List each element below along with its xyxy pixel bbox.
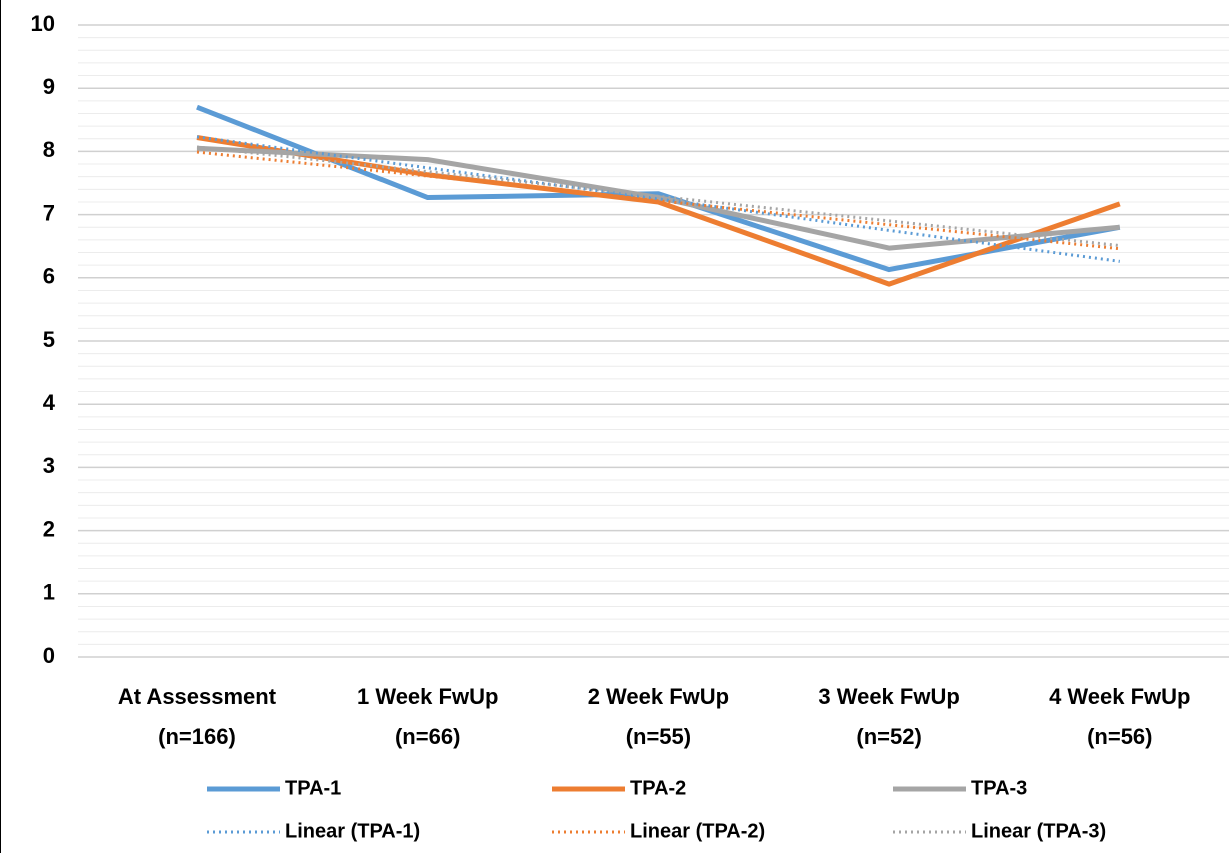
x-tick-label: 1 Week FwUp — [357, 684, 498, 709]
legend-label: TPA-2 — [630, 777, 686, 799]
x-tick-label: At Assessment — [118, 684, 277, 709]
y-tick-label: 4 — [43, 390, 56, 415]
y-tick-label: 1 — [43, 580, 55, 605]
y-tick-label: 2 — [43, 516, 55, 541]
y-tick-label: 5 — [43, 327, 55, 352]
x-tick-label: (n=166) — [158, 724, 236, 749]
x-tick-label: 2 Week FwUp — [588, 684, 729, 709]
trend-line — [196, 150, 1120, 251]
x-tick-label: (n=66) — [395, 724, 460, 749]
legend-label: Linear (TPA-3) — [971, 820, 1106, 842]
series-line — [196, 104, 1121, 273]
legend-label: TPA-3 — [971, 777, 1027, 799]
y-tick-label: 3 — [43, 453, 55, 478]
legend-label: Linear (TPA-2) — [630, 820, 765, 842]
legend-label: Linear (TPA-1) — [285, 820, 420, 842]
x-tick-label: 4 Week FwUp — [1049, 684, 1190, 709]
trend-line — [196, 135, 1120, 263]
x-tick-label: 3 Week FwUp — [818, 684, 959, 709]
x-tick-label: (n=52) — [856, 724, 921, 749]
series-line — [196, 135, 1121, 287]
series-line — [196, 145, 1121, 251]
y-tick-label: 0 — [43, 643, 55, 668]
x-tick-label: (n=56) — [1087, 724, 1152, 749]
y-tick-label: 9 — [43, 74, 55, 99]
y-tick-label: 8 — [43, 137, 55, 162]
y-tick-label: 10 — [31, 11, 55, 36]
y-tick-label: 6 — [43, 264, 55, 289]
x-tick-label: (n=55) — [626, 724, 691, 749]
legend-label: TPA-1 — [285, 777, 341, 799]
y-tick-label: 7 — [43, 200, 55, 225]
